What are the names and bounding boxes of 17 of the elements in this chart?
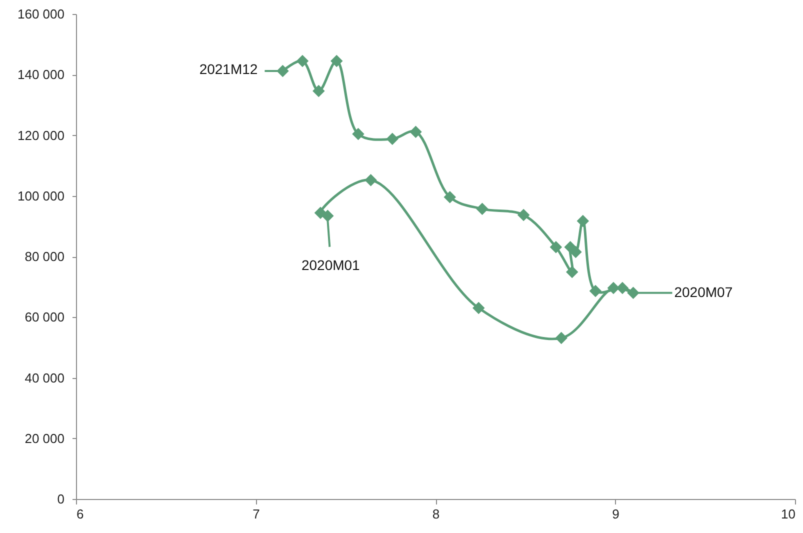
annotation: 2020M07 xyxy=(674,284,733,300)
x-tick-label: 9 xyxy=(612,506,620,522)
annotation: 2021M12 xyxy=(199,60,258,77)
y-tick-label: 40 000 xyxy=(24,370,64,386)
y-tick-label: 160 000 xyxy=(18,6,64,22)
y-tick-label: 120 000 xyxy=(18,128,64,143)
y-tick-label: 140 000 xyxy=(18,67,64,82)
y-tick-label: 100 000 xyxy=(18,188,64,204)
y-tick-label: 80 000 xyxy=(24,249,64,264)
y-tick-label: 20 000 xyxy=(24,430,64,446)
x-tick-label: 6 xyxy=(76,506,84,522)
y-tick-label: 0 xyxy=(57,492,64,506)
x-tick-label: 8 xyxy=(432,506,440,522)
annotation: 2020M01 xyxy=(301,256,360,273)
y-tick-label: 60 000 xyxy=(24,310,64,325)
x-tick-label: 7 xyxy=(252,506,260,522)
x-tick-label: 10 xyxy=(781,506,796,522)
